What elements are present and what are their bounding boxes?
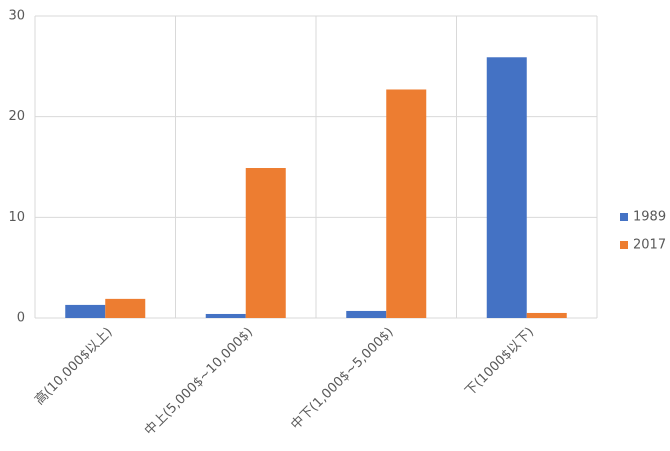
x-tick-label: 高(10,000$以上) (31, 324, 115, 408)
x-tick-label: 中上(5,000$~10,000$) (142, 325, 256, 439)
legend-label: 1989 (633, 210, 666, 225)
bar (486, 57, 527, 318)
legend-swatch (620, 213, 628, 221)
legend-swatch (620, 241, 628, 249)
y-tick-label: 0 (17, 311, 25, 326)
x-tick-label: 下(1000$以下) (462, 325, 537, 400)
y-tick-label: 20 (8, 109, 25, 124)
y-tick-label: 10 (8, 210, 25, 225)
bar (205, 313, 246, 318)
x-tick-label: 中下(1,000$~5,000$) (288, 325, 396, 433)
y-tick-label: 30 (8, 9, 25, 24)
bar (105, 298, 146, 318)
legend-label: 2017 (633, 238, 666, 253)
bar (65, 304, 106, 318)
bar (386, 89, 427, 318)
bar (526, 312, 567, 318)
bar (346, 310, 387, 318)
bar (245, 168, 286, 318)
